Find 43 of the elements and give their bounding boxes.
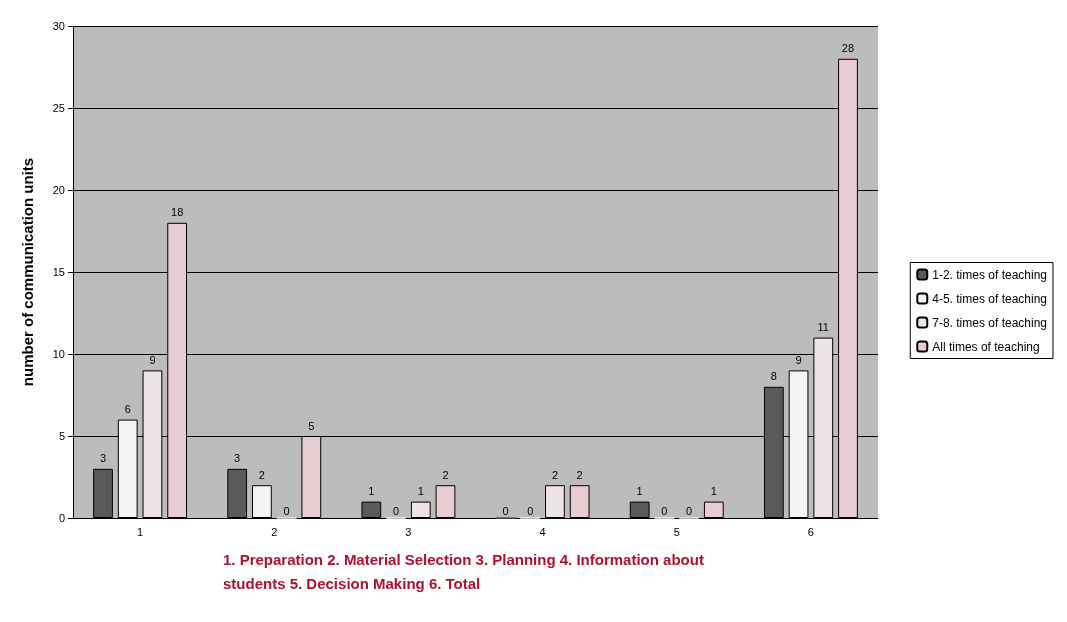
- data-label: 0: [661, 505, 668, 517]
- data-label: 1: [636, 485, 643, 498]
- y-tick-label: 25: [52, 102, 65, 114]
- x-tick-label: 4: [539, 525, 546, 538]
- data-label: 6: [124, 403, 131, 416]
- data-label: 3: [234, 452, 241, 465]
- legend-label: 4-5. times of teaching: [932, 291, 1048, 306]
- data-label: 2: [576, 468, 583, 481]
- x-tick-label: 5: [673, 525, 680, 538]
- data-label: 0: [283, 505, 290, 517]
- y-tick-label: 20: [52, 184, 65, 196]
- data-label: 1: [710, 485, 717, 498]
- y-tick-label: 15: [52, 266, 65, 278]
- y-tick-label: 5: [58, 430, 65, 442]
- data-label: 0: [393, 505, 400, 517]
- data-label: 1: [368, 485, 375, 498]
- legend-label: 1-2. times of teaching: [932, 267, 1048, 282]
- x-axis-title: 1. Preparation 2. Material Selection 3. Planning 4. Information about students 5. Decision Making 6. Total: [223, 550, 709, 592]
- data-label: 0: [502, 505, 509, 517]
- y-tick-label: 10: [52, 348, 65, 360]
- legend-label: All times of teaching: [932, 339, 1040, 354]
- data-label: 28: [841, 42, 855, 55]
- y-tick-label: 0: [58, 512, 65, 524]
- data-label: 9: [795, 353, 802, 366]
- data-label: 8: [770, 370, 777, 383]
- data-label: 5: [308, 419, 315, 432]
- x-tick-label: 1: [137, 525, 144, 538]
- y-tick-label: 30: [52, 20, 65, 32]
- x-tick-label: 2: [271, 525, 278, 538]
- legend-label: 7-8. times of teaching: [932, 315, 1048, 330]
- data-label: 3: [99, 452, 107, 465]
- data-label: 9: [149, 353, 156, 366]
- y-axis-title: number of communication units: [19, 157, 36, 387]
- data-label: 2: [442, 468, 449, 481]
- x-tick-label: 6: [807, 525, 814, 538]
- data-label: 0: [686, 505, 693, 517]
- data-label: 1: [417, 485, 424, 498]
- x-tick-label: 3: [405, 525, 412, 538]
- data-label: 18: [171, 206, 184, 219]
- data-label: 2: [258, 468, 265, 481]
- data-label: 2: [551, 468, 558, 481]
- data-label: 11: [817, 321, 829, 334]
- data-label: 0: [527, 505, 534, 517]
